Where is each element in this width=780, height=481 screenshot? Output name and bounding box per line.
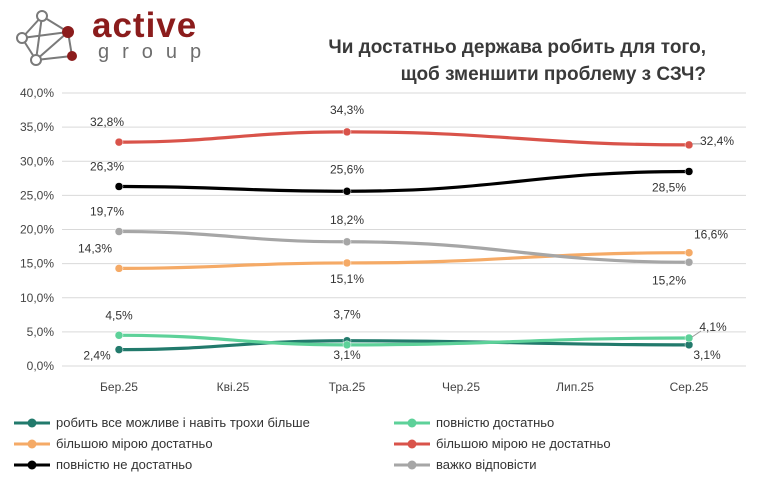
y-tick-label: 5,0% <box>27 325 55 339</box>
data-label: 16,6% <box>694 228 728 242</box>
data-point <box>342 237 352 247</box>
y-tick-label: 25,0% <box>20 188 54 202</box>
data-point <box>342 258 352 268</box>
chart-title-line-2: щоб зменшити проблему з СЗЧ? <box>400 64 706 85</box>
data-label: 2,4% <box>83 349 111 363</box>
data-point <box>114 137 124 147</box>
series-line <box>118 339 690 352</box>
data-label: 3,7% <box>333 308 361 322</box>
data-label: 18,2% <box>330 213 364 227</box>
y-tick-label: 15,0% <box>20 257 54 271</box>
x-tick-label: Кві.25 <box>217 380 250 394</box>
y-tick-label: 35,0% <box>20 120 54 134</box>
data-label: 28,5% <box>652 180 686 194</box>
leader-line <box>691 330 702 338</box>
data-point <box>114 264 124 273</box>
data-point <box>684 258 694 267</box>
data-point <box>684 333 694 343</box>
x-tick-label: Чер.25 <box>442 380 480 394</box>
data-label: 14,3% <box>78 241 112 255</box>
y-tick-label: 0,0% <box>27 359 55 373</box>
x-tick-label: Тра.25 <box>329 380 366 394</box>
y-tick-label: 10,0% <box>20 291 54 305</box>
x-tick-label: Лип.25 <box>556 380 594 394</box>
data-point <box>114 227 124 236</box>
x-tick-label: Сер.25 <box>670 380 709 394</box>
data-point <box>342 127 352 137</box>
data-label: 15,2% <box>652 273 686 287</box>
data-label: 25,6% <box>330 162 364 176</box>
data-label: 4,5% <box>105 308 133 322</box>
logo <box>8 6 238 68</box>
data-point <box>684 167 694 176</box>
brand-subname: group <box>98 41 215 63</box>
data-point <box>342 340 352 350</box>
data-label: 3,1% <box>693 348 721 362</box>
x-tick-label: Бер.25 <box>100 380 138 394</box>
series-line <box>118 251 690 271</box>
data-label: 32,8% <box>90 115 124 129</box>
chart-title-line-1: Чи достатньо держава робить для того, <box>328 37 706 58</box>
series-line <box>118 130 690 147</box>
data-point <box>684 140 694 150</box>
data-label: 34,3% <box>330 103 364 117</box>
brand-name: active <box>92 6 198 45</box>
data-point <box>342 187 352 196</box>
data-label: 3,1% <box>333 348 361 362</box>
y-tick-label: 40,0% <box>20 86 54 100</box>
chart-title: Чи достатньо держава робить для того, що… <box>250 34 706 88</box>
data-label: 19,7% <box>90 205 124 219</box>
data-point <box>114 182 124 191</box>
data-label: 32,4% <box>700 134 734 148</box>
data-label: 4,1% <box>699 320 727 334</box>
data-point <box>684 248 694 257</box>
data-point <box>114 345 124 354</box>
data-label: 26,3% <box>90 160 124 174</box>
y-tick-label: 20,0% <box>20 223 54 237</box>
series-line <box>118 229 690 264</box>
series-line <box>118 169 690 193</box>
network-logo-icon <box>16 10 77 66</box>
series-line <box>118 333 690 347</box>
data-point <box>114 331 124 340</box>
data-label: 15,1% <box>330 272 364 286</box>
y-tick-label: 30,0% <box>20 154 54 168</box>
